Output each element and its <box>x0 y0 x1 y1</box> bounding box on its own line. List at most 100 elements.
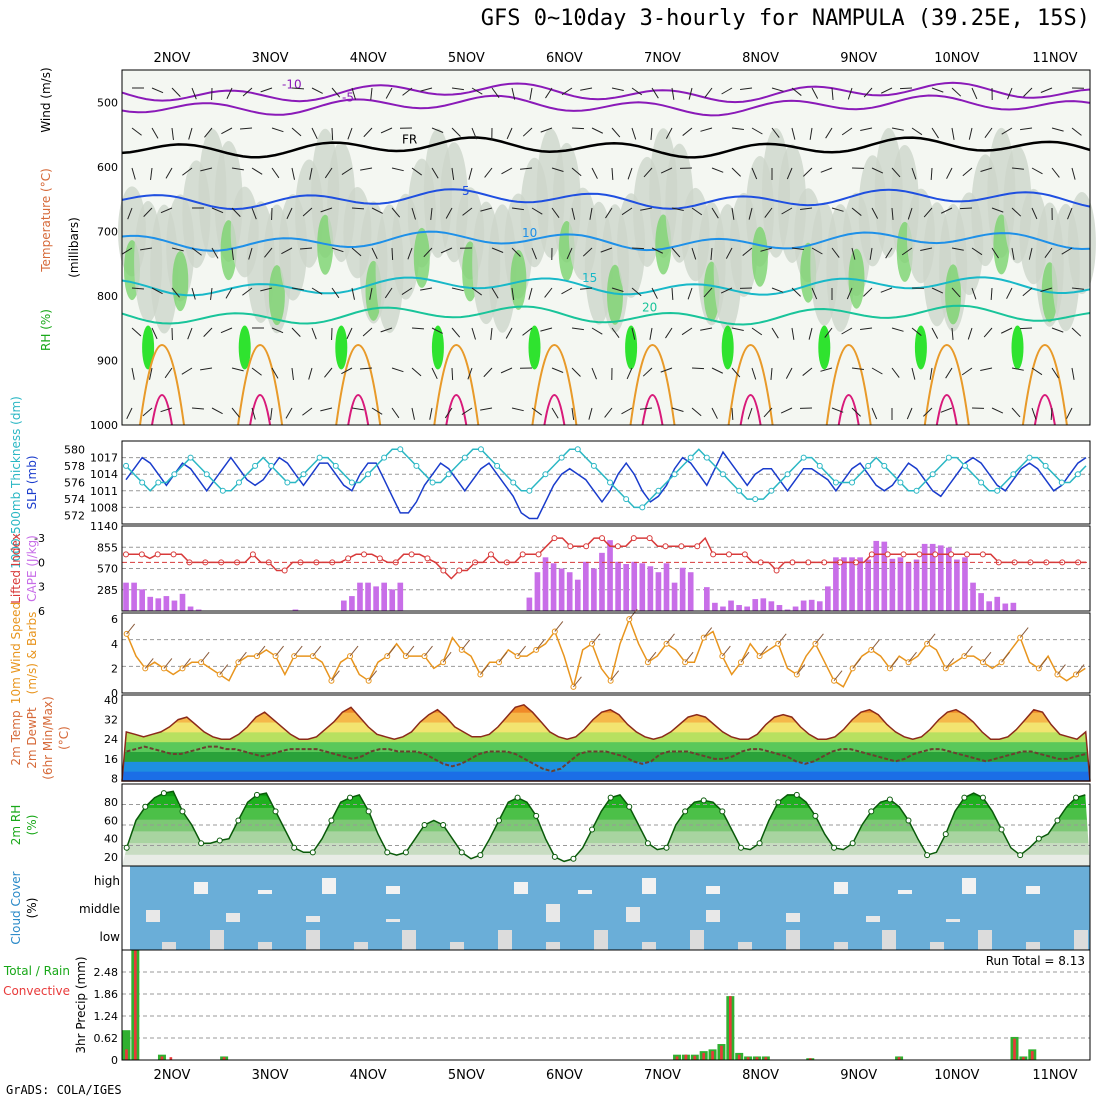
wind-barb <box>270 407 273 420</box>
wind-barb <box>571 367 581 377</box>
wind-barb <box>331 247 344 253</box>
cape-bar <box>365 582 371 611</box>
wind-barb-10m <box>628 608 638 620</box>
wind-barb <box>1040 287 1053 292</box>
wind-barb-10m <box>275 645 284 657</box>
wind-barb <box>1031 167 1043 175</box>
cape-bar <box>566 572 573 611</box>
cape-bar <box>704 587 710 611</box>
wind-barb <box>341 167 353 175</box>
wind-barb <box>363 127 373 138</box>
wind-barb <box>891 127 904 131</box>
cape-bar <box>720 606 726 611</box>
wind-barb <box>1031 367 1043 376</box>
wind-barb <box>150 167 153 180</box>
wind-barb <box>1023 87 1033 97</box>
lifted-index-cape-side-label-0: Lifted Index <box>9 533 23 604</box>
wind-barb <box>786 167 793 180</box>
2m-rh-side-label-0: 2m RH <box>9 805 23 846</box>
cape-bar <box>163 596 170 611</box>
wind-barb <box>640 407 653 410</box>
wind-barb-10m <box>349 645 359 657</box>
thickness-frame <box>121 440 1091 525</box>
wind-barb <box>671 247 681 258</box>
rh-point <box>347 794 354 801</box>
rh-point <box>924 852 931 859</box>
thickness-point <box>526 487 533 494</box>
upper-air-ytick-800: 800 <box>97 290 118 303</box>
wind-barb-10m <box>405 645 415 657</box>
rh-blob-high <box>268 265 285 326</box>
wind-barb <box>871 167 884 174</box>
temp-band <box>122 761 1090 772</box>
cape-bar <box>542 557 549 611</box>
wind-barb <box>191 247 202 256</box>
rh-blob-high <box>607 264 623 325</box>
wind-barb <box>231 367 244 372</box>
lifted-index-point <box>710 551 717 558</box>
wind-barb <box>191 287 196 300</box>
wind-barb-10m <box>331 670 340 682</box>
cape-bar <box>123 582 129 611</box>
wind-barb <box>131 367 135 380</box>
rh-point <box>775 799 782 806</box>
wind-barb <box>164 367 173 379</box>
wind-barb <box>824 327 833 338</box>
wind-barb <box>291 327 301 337</box>
rh-point <box>235 817 242 824</box>
wind-barb <box>851 367 864 370</box>
wind-barb <box>901 247 913 256</box>
wind-barb <box>906 407 913 420</box>
wind-barb <box>142 407 153 417</box>
rh-point <box>756 840 763 847</box>
cloud-low-block <box>738 942 752 950</box>
lifted-index-point <box>694 543 701 550</box>
wind-barb <box>451 167 455 180</box>
cloud-high-block <box>834 882 848 894</box>
wind-barb <box>611 87 624 91</box>
date-label-bottom-2NOV: 2NOV <box>154 1068 191 1083</box>
wind-barb <box>671 87 675 100</box>
date-label-top-9NOV: 9NOV <box>840 51 877 66</box>
thickness-point <box>849 479 856 486</box>
rh-ytick-80: 80 <box>104 796 118 809</box>
wind-barb <box>131 287 144 290</box>
wind-barb-10m <box>1019 627 1029 638</box>
rh-blob-saturated <box>914 325 927 370</box>
lifted-index-point <box>900 551 907 558</box>
cloud-cover-side-label-0: Cloud Cover <box>9 871 23 944</box>
wind-barb <box>385 87 393 99</box>
cape-bar <box>760 598 767 611</box>
wind-barb <box>891 327 904 332</box>
wind-barb <box>967 327 973 340</box>
wind-barb <box>131 127 142 136</box>
wind-barb <box>126 407 133 420</box>
wind-barb <box>302 407 313 416</box>
rh-point <box>1054 817 1061 824</box>
contour-label-5: 5 <box>462 184 470 198</box>
cape-bar <box>534 572 541 611</box>
rh-point <box>849 840 856 847</box>
rh-point <box>309 849 316 856</box>
date-label-top-10NOV: 10NOV <box>934 51 979 66</box>
thickness-point <box>1042 462 1049 469</box>
precip-side-label-0: Total / Rain <box>3 964 70 978</box>
wind-barb <box>811 287 818 300</box>
wind-barb <box>831 407 844 413</box>
wind-barb <box>360 367 373 370</box>
rh-point <box>961 794 968 801</box>
wind-barb <box>740 87 753 90</box>
wind-barb-10m <box>721 645 731 657</box>
wind-barb-10m <box>200 651 210 663</box>
wind-barb <box>200 167 213 172</box>
wind-barb <box>751 127 763 135</box>
upper-air-ylabel: (millibars) <box>67 217 81 278</box>
wind-barb <box>760 247 773 252</box>
lifted-index-ytick-0: 0 <box>38 556 45 569</box>
temp-arch <box>237 344 284 426</box>
cape-bar <box>341 600 347 611</box>
wind-barb <box>764 207 773 218</box>
cape-bar <box>574 579 581 611</box>
cape-bar <box>986 601 992 611</box>
